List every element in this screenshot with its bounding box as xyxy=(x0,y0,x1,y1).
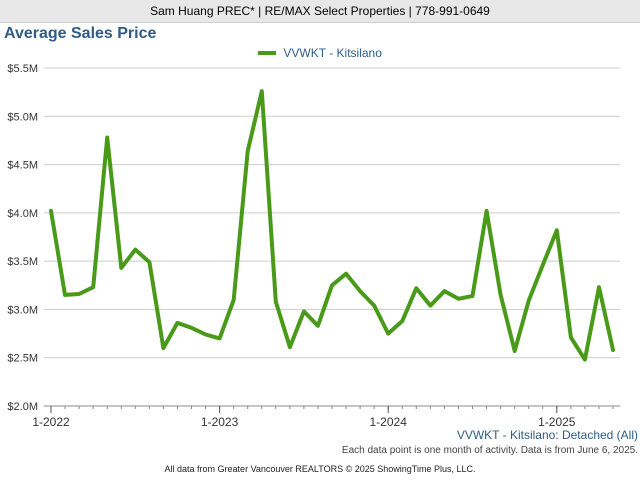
y-tick-label: $5.5M xyxy=(7,63,38,75)
y-tick-label: $2.0M xyxy=(7,401,38,413)
data-point xyxy=(133,248,137,252)
data-point xyxy=(330,283,334,287)
data-point xyxy=(485,209,489,213)
data-point xyxy=(49,209,53,213)
data-point xyxy=(246,149,250,153)
data-point xyxy=(555,228,559,232)
legend-swatch xyxy=(258,50,277,55)
data-point xyxy=(302,309,306,313)
y-tick-label: $4.5M xyxy=(7,160,38,172)
data-point xyxy=(442,289,446,293)
data-point xyxy=(569,335,573,339)
data-point xyxy=(119,266,123,270)
data-point xyxy=(583,358,587,362)
y-tick-label: $2.5M xyxy=(7,353,38,365)
data-note: Each data point is one month of activity… xyxy=(341,445,638,456)
data-point xyxy=(204,333,208,337)
axes: $2.0M $2.5M $3.0M $3.5M $4.0M $4.5M $5.0M $5.5M… xyxy=(7,63,620,429)
data-point xyxy=(372,304,376,308)
data-point xyxy=(456,297,460,301)
gridlines xyxy=(44,67,620,407)
x-tick-label: 1-2022 xyxy=(32,415,70,429)
data-point xyxy=(316,324,320,328)
data-point xyxy=(218,336,222,340)
series-layer xyxy=(49,89,615,362)
data-point xyxy=(274,300,278,304)
x-tick-label: 1-2023 xyxy=(201,415,239,429)
series-line xyxy=(49,89,615,362)
data-point xyxy=(428,304,432,308)
data-point xyxy=(471,294,474,298)
data-point xyxy=(414,286,418,290)
data-point xyxy=(358,289,362,293)
data-point xyxy=(527,299,531,303)
data-point xyxy=(288,345,292,349)
y-tick-label: $4.0M xyxy=(7,208,38,220)
y-tick-label: $3.0M xyxy=(7,304,38,316)
x-tick-label: 1-2024 xyxy=(370,415,408,429)
data-point xyxy=(513,349,517,353)
x-tick-label: 1-2025 xyxy=(538,415,576,429)
data-point xyxy=(77,292,81,296)
data-point xyxy=(386,332,390,336)
data-point xyxy=(232,298,236,302)
data-point xyxy=(190,326,193,330)
footer-credit: All data from Greater Vancouver REALTORS… xyxy=(164,464,476,474)
chart-title: Average Sales Price xyxy=(4,25,157,42)
legend[interactable]: VVWKT - Kitsilano xyxy=(0,45,640,61)
series-description: VVWKT - Kitsilano: Detached (All) xyxy=(456,428,638,442)
y-tick-label: $5.0M xyxy=(7,111,38,123)
data-point xyxy=(175,321,179,325)
data-point xyxy=(260,89,264,93)
data-point xyxy=(400,319,404,323)
data-point xyxy=(63,293,67,297)
data-point xyxy=(611,348,615,352)
data-point xyxy=(105,136,109,140)
data-point xyxy=(91,285,95,289)
data-point xyxy=(541,263,545,267)
data-point xyxy=(344,272,348,276)
agent-banner: Sam Huang PREC* | RE/MAX Select Properti… xyxy=(0,0,640,23)
data-point xyxy=(597,285,601,289)
data-point xyxy=(161,346,165,350)
data-point xyxy=(147,260,151,264)
data-point xyxy=(499,293,503,297)
legend-label: VVWKT - Kitsilano xyxy=(283,46,382,60)
y-tick-label: $3.5M xyxy=(7,256,38,268)
